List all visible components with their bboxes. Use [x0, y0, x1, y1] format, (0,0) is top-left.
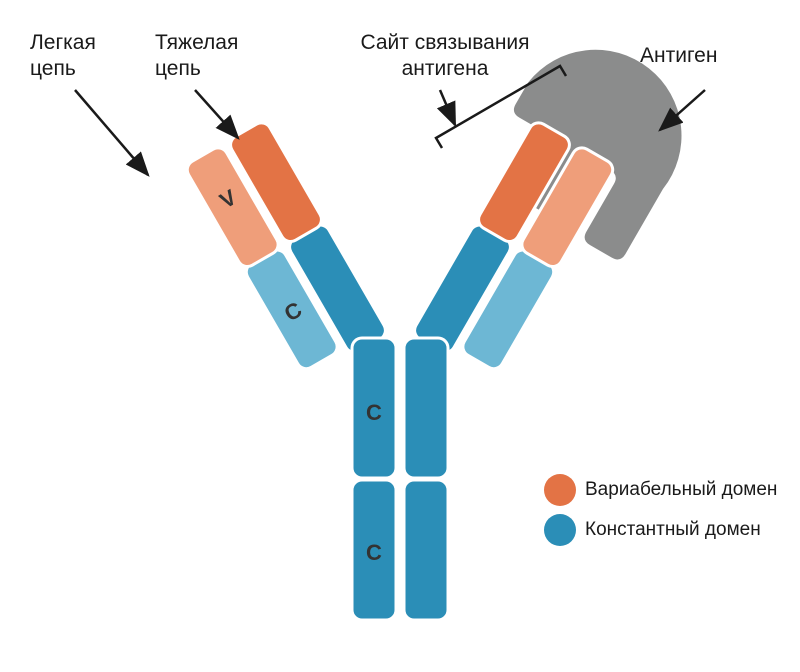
c-label-stem-lower: С	[366, 540, 382, 565]
heavy-chain-label: Тяжелаяцепь	[155, 30, 238, 83]
legend-variable-label: Вариабельный домен	[585, 478, 777, 502]
legend-constant-label: Константный домен	[585, 518, 761, 542]
light-chain-label: Легкаяцепь	[30, 30, 96, 83]
antigen-label: Антиген	[640, 43, 717, 69]
heavy-chain-arrow	[195, 90, 238, 138]
right-heavy-stem-upper	[404, 338, 448, 478]
legend	[544, 474, 576, 546]
c-label-stem-upper: С	[366, 400, 382, 425]
binding-site-label: Сайт связыванияантигена	[335, 30, 555, 83]
light-chain-arrow	[75, 90, 148, 175]
antibody-diagram: V С С С	[0, 0, 800, 672]
right-heavy-stem-lower	[404, 480, 448, 620]
